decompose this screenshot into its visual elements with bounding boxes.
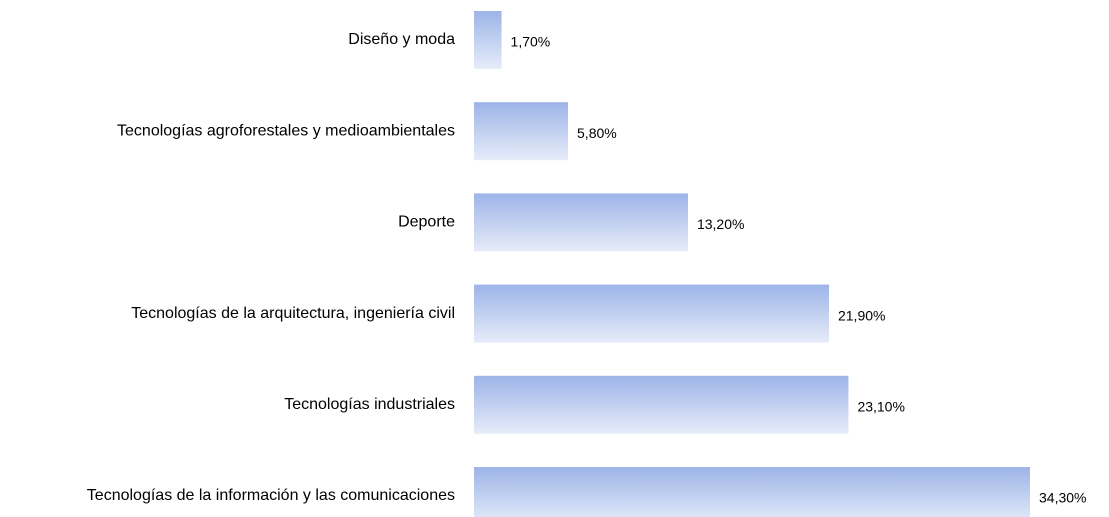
category-label: Deporte xyxy=(398,214,455,231)
value-label: 21,90% xyxy=(838,307,885,323)
bar xyxy=(474,284,829,343)
value-label: 34,30% xyxy=(1039,490,1086,506)
bar xyxy=(474,467,1030,517)
category-label: Tecnologías agroforestales y medioambien… xyxy=(117,122,455,139)
category-label: Tecnologías de la arquitectura, ingenier… xyxy=(131,305,455,322)
bar xyxy=(474,102,569,161)
value-label: 1,70% xyxy=(511,34,551,50)
category-label: Diseño y moda xyxy=(348,31,455,48)
value-label: 5,80% xyxy=(577,125,617,141)
category-label: Tecnologías de la información y las comu… xyxy=(87,487,455,504)
value-label: 13,20% xyxy=(697,216,744,232)
bar xyxy=(474,11,502,69)
category-label: Tecnologías industriales xyxy=(284,396,455,413)
bar xyxy=(474,375,849,434)
bar xyxy=(474,193,688,252)
value-label: 23,10% xyxy=(857,399,904,415)
